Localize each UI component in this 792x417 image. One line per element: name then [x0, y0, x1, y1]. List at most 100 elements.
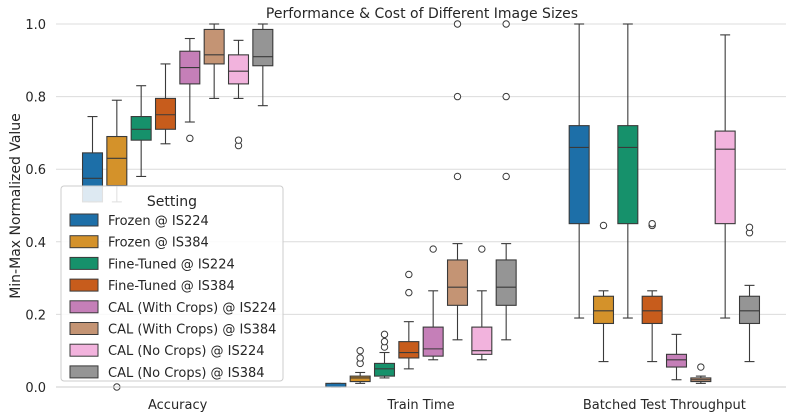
legend-swatch — [69, 343, 99, 357]
legend-item: CAL (With Crops) @ IS224 — [69, 300, 276, 316]
box-iqr — [617, 125, 639, 225]
outlier-point — [356, 347, 364, 355]
box-plot — [422, 245, 444, 361]
legend-item: Frozen @ IS224 — [69, 213, 209, 229]
y-tick-label: 0.0 — [25, 381, 46, 396]
legend: Setting Frozen @ IS224 Frozen @ IS384 Fine… — [60, 185, 284, 382]
box-plot — [252, 23, 274, 107]
box-plot — [154, 63, 177, 145]
box-groups — [81, 20, 761, 391]
legend-items: Frozen @ IS224 Frozen @ IS384 Fine-Tuned @… — [69, 213, 276, 381]
box-plot — [227, 39, 250, 150]
box-plot — [592, 221, 615, 363]
legend-label: CAL (With Crops) @ IS384 — [108, 323, 276, 338]
outlier-point — [599, 221, 608, 230]
box-iqr — [252, 28, 274, 67]
box-plot — [714, 34, 736, 319]
box-iqr — [738, 295, 761, 325]
legend-item: Fine-Tuned @ IS384 — [69, 278, 235, 294]
outlier-point — [502, 172, 510, 181]
box-plot — [325, 382, 347, 388]
box-plot — [641, 219, 663, 363]
y-tick-label: 0.4 — [25, 236, 46, 251]
box-plot — [568, 23, 590, 319]
box-iqr — [568, 125, 590, 225]
legend-swatch — [69, 235, 99, 249]
outlier-point — [453, 172, 462, 181]
box-plot — [471, 245, 493, 361]
legend-swatch — [69, 365, 99, 379]
x-axis-ticks: Accuracy Train Time Batched Test Throughpu… — [148, 398, 746, 413]
box-plot — [617, 23, 639, 319]
box-iqr — [446, 259, 469, 306]
legend-label: CAL (No Crops) @ IS384 — [108, 366, 265, 381]
y-tick-label: 0.6 — [25, 163, 46, 178]
y-axis-ticks: 0.0 0.2 0.4 0.6 0.8 1.0 — [25, 18, 46, 396]
outlier-point — [356, 354, 364, 362]
box-plot — [130, 85, 152, 178]
legend-swatch — [69, 278, 99, 292]
legend-label: Fine-Tuned @ IS224 — [108, 257, 235, 272]
outlier-point — [380, 337, 389, 346]
box-iqr — [471, 326, 493, 355]
box-iqr — [154, 97, 177, 130]
y-tick-label: 0.8 — [25, 91, 46, 106]
outlier-point — [429, 245, 437, 253]
box-plot — [495, 20, 517, 341]
legend-label: Frozen @ IS384 — [108, 236, 209, 251]
outlier-point — [380, 330, 389, 339]
box-iqr — [106, 135, 128, 187]
y-axis-label: Min-Max Normalized Value — [8, 113, 24, 299]
box-iqr — [592, 295, 615, 325]
legend-item: Frozen @ IS384 — [69, 235, 209, 251]
box-plot — [179, 37, 201, 143]
legend-swatch — [69, 256, 99, 270]
legend-title: Setting — [147, 194, 197, 210]
outlier-point — [234, 136, 243, 144]
box-iqr — [130, 116, 152, 141]
legend-swatch — [69, 322, 99, 335]
y-tick-label: 0.2 — [25, 308, 46, 323]
y-tick-label: 1.0 — [25, 18, 46, 33]
outlier-point — [502, 92, 510, 101]
x-tick-label: Batched Test Throughput — [583, 398, 746, 413]
legend-swatch — [69, 300, 99, 314]
box-plot — [398, 270, 420, 370]
outlier-point — [745, 223, 754, 231]
legend-item: CAL (No Crops) @ IS224 — [69, 343, 265, 359]
box-plot — [446, 20, 469, 341]
legend-swatch — [69, 213, 99, 227]
box-plot — [665, 333, 688, 381]
legend-item: CAL (No Crops) @ IS384 — [69, 365, 265, 381]
box-iqr — [227, 54, 250, 85]
legend-label: Frozen @ IS224 — [108, 214, 209, 229]
x-tick-label: Accuracy — [148, 398, 208, 413]
legend-frame — [60, 185, 284, 382]
legend-label: CAL (No Crops) @ IS224 — [108, 344, 265, 359]
box-iqr — [641, 295, 663, 325]
outlier-point — [478, 245, 486, 253]
box-plot — [349, 347, 371, 384]
legend-item: CAL (With Crops) @ IS384 — [69, 322, 276, 338]
outlier-point — [697, 363, 705, 371]
legend-label: Fine-Tuned @ IS384 — [108, 279, 235, 294]
box-iqr — [398, 341, 420, 359]
legend-label: CAL (With Crops) @ IS224 — [108, 301, 276, 316]
box-iqr — [495, 259, 517, 306]
chart-title: Performance & Cost of Different Image Si… — [266, 6, 578, 22]
box-plot — [738, 223, 761, 363]
box-iqr — [349, 375, 371, 383]
box-plot — [203, 23, 225, 99]
outlier-point — [502, 20, 510, 28]
outlier-point — [453, 20, 462, 28]
box-plot — [690, 363, 712, 384]
box-iqr — [422, 326, 444, 357]
box-iqr — [373, 362, 396, 377]
box-iqr — [714, 130, 736, 225]
outlier-point — [453, 92, 462, 101]
legend-item: Fine-Tuned @ IS224 — [69, 256, 235, 272]
outlier-point — [186, 134, 194, 143]
box-plot — [373, 330, 396, 379]
box-iqr — [665, 353, 688, 368]
